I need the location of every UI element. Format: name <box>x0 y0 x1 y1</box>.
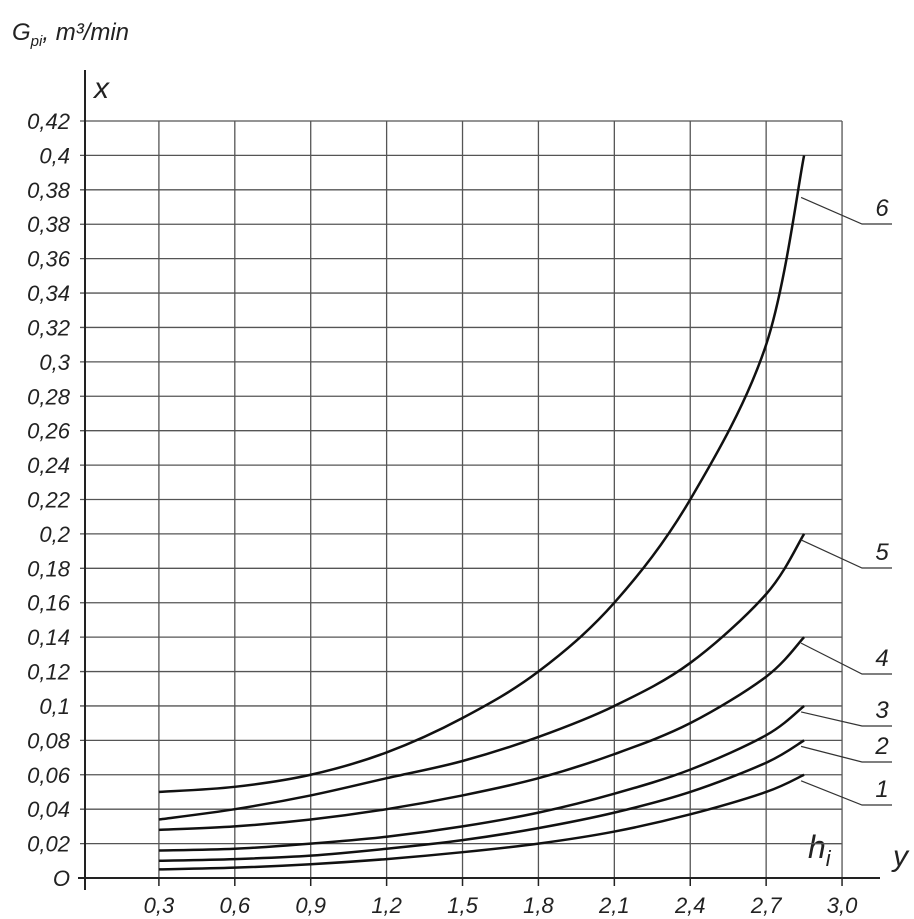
leader-line <box>800 196 892 225</box>
y-tick-label: 0,42 <box>27 109 70 134</box>
series-line <box>158 636 806 832</box>
x-tick-label: 1,2 <box>371 893 402 918</box>
y-tick-label: 0,36 <box>27 247 71 272</box>
legend-label: 5 <box>875 539 889 566</box>
y-tick-label: 0,4 <box>39 143 70 168</box>
y-tick-label: 0,18 <box>27 556 71 581</box>
y-tick-label: 0,2 <box>39 522 70 547</box>
legend-label: 4 <box>875 645 888 672</box>
y-tick-label: O <box>53 866 70 891</box>
y-tick-label: 0,04 <box>27 797 70 822</box>
y-tick-label: 0,12 <box>27 660 70 685</box>
x-tick-label: 2,1 <box>598 893 630 918</box>
y-tick-label: 0,38 <box>27 212 71 237</box>
series-line <box>158 155 806 794</box>
x-tick-label: 1,5 <box>447 893 478 918</box>
x-tick-label: 0,6 <box>220 893 251 918</box>
leader-line <box>800 711 892 727</box>
x-tick-label: 2,7 <box>750 893 782 918</box>
x-tick-label: 0,3 <box>144 893 175 918</box>
title-rest: , m³/min <box>42 19 129 46</box>
y-tick-label: 0,32 <box>27 315 70 340</box>
legend-label: 3 <box>875 697 889 724</box>
y-tick-label: 0,14 <box>27 625 70 650</box>
leader-line <box>800 745 892 763</box>
y-tick-label: 0,02 <box>27 832 70 857</box>
legend-label: 2 <box>874 733 888 760</box>
y-axis-label: x <box>92 72 110 105</box>
y-tick-label: 0,1 <box>39 694 70 719</box>
x-tick-label: 1,8 <box>523 893 554 918</box>
leader-line <box>800 642 892 675</box>
x-label-symbol: h <box>808 829 826 865</box>
series-line <box>158 739 805 863</box>
y-tick-label: 0,3 <box>39 350 70 375</box>
y-tick-label: 0,08 <box>27 728 71 753</box>
leader-line <box>800 539 892 569</box>
leader-line <box>800 780 892 806</box>
y-tick-label: 0,28 <box>27 384 71 409</box>
x-axis-end-label: y <box>891 840 910 873</box>
y-tick-label: 0,26 <box>27 419 71 444</box>
x-tick-label: 3,0 <box>827 893 858 918</box>
y-tick-label: 0,22 <box>27 488 70 513</box>
x-tick-label: 2,4 <box>674 893 706 918</box>
y-tick-label: 0,38 <box>27 178 71 203</box>
title-subscript: pi <box>30 33 43 50</box>
series-line <box>158 773 805 871</box>
x-tick-label: 0,9 <box>295 893 326 918</box>
legend-label: 1 <box>875 776 888 803</box>
y-tick-label: 0,06 <box>27 763 71 788</box>
title-symbol: G <box>12 19 31 46</box>
chart-title: Gpi, m³/min <box>12 19 129 50</box>
series-line <box>158 704 805 852</box>
x-label-subscript: i <box>826 846 832 871</box>
y-tick-label: 0,24 <box>27 453 70 478</box>
legend-label: 6 <box>875 195 889 222</box>
x-axis-label: hi <box>808 829 832 871</box>
y-tick-label: 0,34 <box>27 281 70 306</box>
series-line <box>158 533 806 821</box>
y-tick-label: 0,16 <box>27 591 71 616</box>
